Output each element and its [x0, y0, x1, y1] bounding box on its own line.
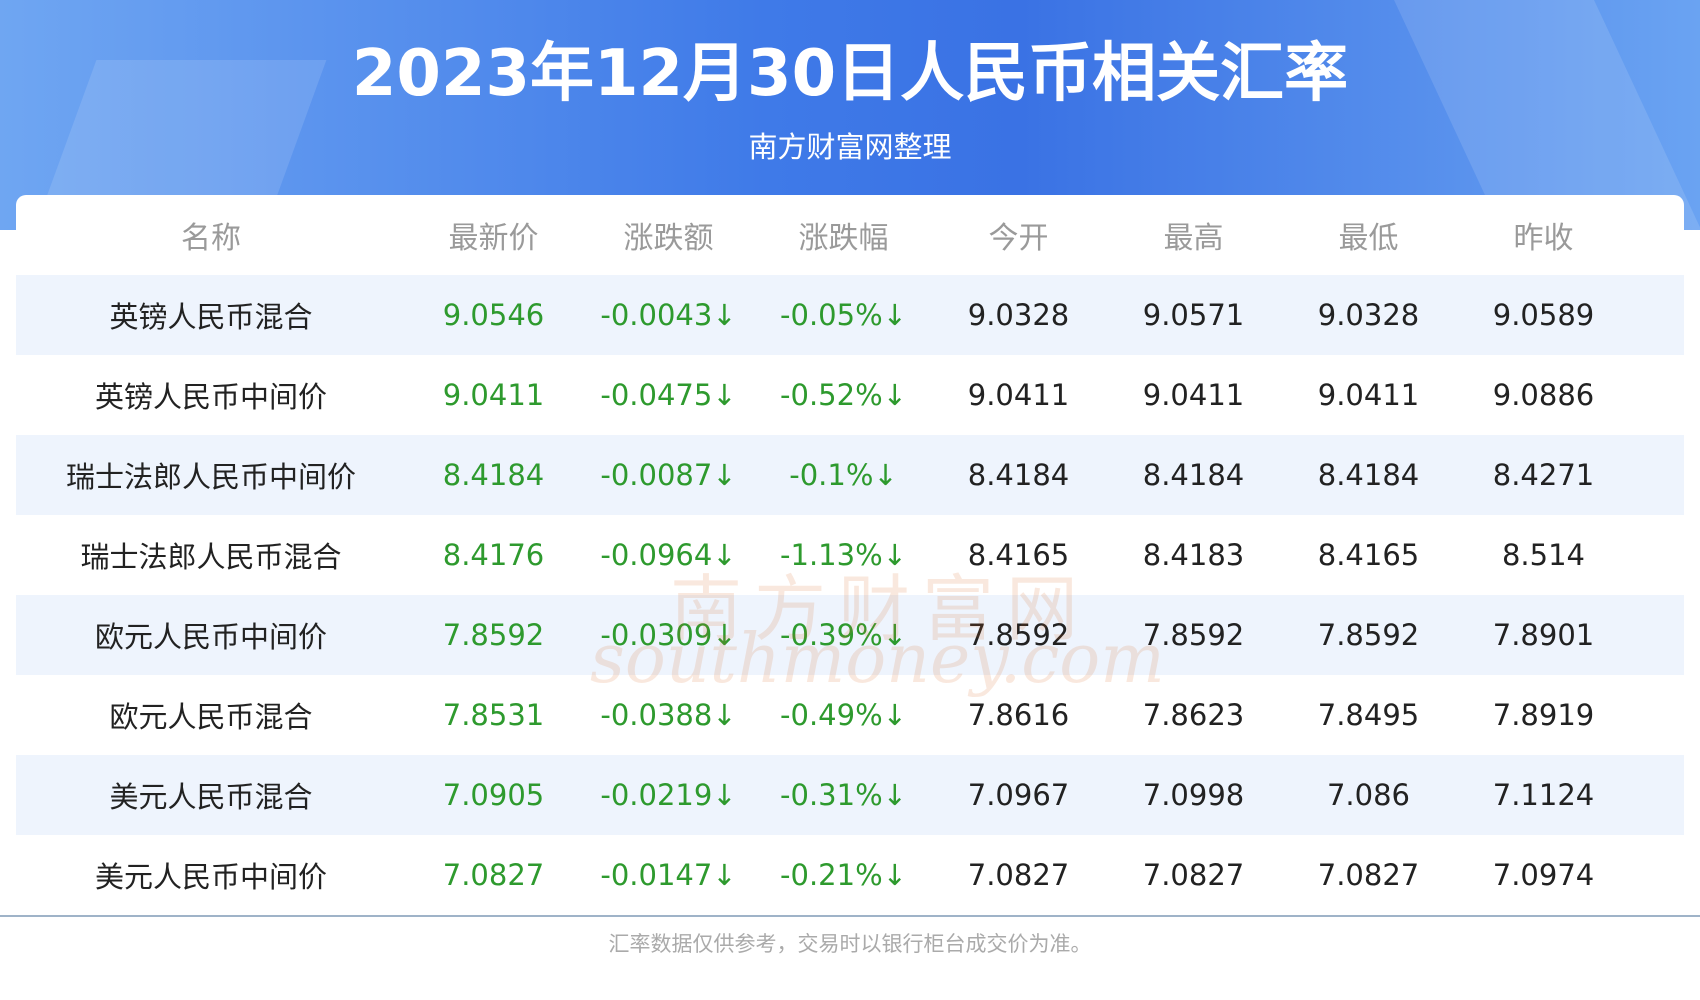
rate-value: 8.4184 [967, 458, 1070, 492]
table-row: 英镑人民币混合 9.0546 -0.0043↓ -0.05%↓ 9.0328 9.0571… [16, 275, 1684, 355]
rate-value: 7.0974 [1492, 858, 1595, 892]
column-header: 名称 [181, 221, 241, 256]
rate-value: 8.514 [1501, 538, 1586, 572]
rate-value: -0.52%↓ [780, 378, 907, 412]
rate-value: 7.0905 [442, 778, 545, 812]
title: 2023年12月30日人民币相关汇率 [351, 37, 1349, 111]
rate-value: 9.0571 [1142, 298, 1245, 332]
rate-name: 英镑人民币中间价 [94, 380, 327, 414]
column-header: 最新价 [448, 221, 539, 256]
rate-name: 英镑人民币混合 [109, 300, 313, 334]
rate-value: 9.0411 [967, 378, 1070, 412]
rate-value: -0.0087↓ [600, 458, 737, 492]
divider [0, 915, 1700, 917]
rate-name: 美元人民币中间价 [94, 860, 327, 894]
rate-value: 9.0886 [1492, 378, 1595, 412]
rate-value: 7.0827 [1142, 858, 1245, 892]
rate-value: 7.0827 [967, 858, 1070, 892]
column-header: 最高 [1163, 221, 1224, 256]
rate-value: 7.0827 [1317, 858, 1420, 892]
rate-value: -0.0219↓ [600, 778, 737, 812]
table-row: 美元人民币混合 7.0905 -0.0219↓ -0.31%↓ 7.0967 7.0998… [16, 755, 1684, 835]
table-row: 瑞士法郎人民币混合 8.4176 -0.0964↓ -1.13%↓ 8.4165 8.41… [16, 515, 1684, 595]
column-header: 今开 [988, 221, 1049, 256]
rate-name: 瑞士法郎人民币中间价 [65, 460, 356, 494]
rate-name: 欧元人民币中间价 [94, 620, 327, 654]
rate-value: 8.4176 [442, 538, 545, 572]
rate-value: 7.8592 [967, 618, 1070, 652]
rate-value: -0.05%↓ [780, 298, 907, 332]
rate-value: 9.0328 [967, 298, 1070, 332]
column-header: 最低 [1338, 221, 1399, 256]
rate-value: -0.0043↓ [600, 298, 737, 332]
rate-value: 7.8592 [1317, 618, 1420, 652]
rate-value: 7.8616 [967, 698, 1070, 732]
rate-value: -0.0964↓ [600, 538, 737, 572]
table-row: 瑞士法郎人民币中间价 8.4184 -0.0087↓ -0.1%↓ 8.4184 8.41… [16, 435, 1684, 515]
table-row: 欧元人民币混合 7.8531 -0.0388↓ -0.49%↓ 7.8616 7.8623… [16, 675, 1684, 755]
rate-value: 8.4165 [1317, 538, 1420, 572]
footer-note: 汇率数据仅供参考，交易时以银行柜台成交价为准。 [608, 932, 1092, 956]
rate-value: 7.1124 [1492, 778, 1595, 812]
rate-table: 名称 最新价 涨跌额 涨跌幅 今开 最高 最低 昨收英镑人民币混合 9.0546 -0.0043↓… [16, 195, 1684, 915]
rate-value: -1.13%↓ [780, 538, 907, 572]
rate-value: 9.0546 [442, 298, 545, 332]
rate-value: 7.086 [1326, 778, 1411, 812]
rate-value: -0.0475↓ [600, 378, 737, 412]
rate-value: 8.4184 [1317, 458, 1420, 492]
subtitle: 南方财富网整理 [748, 130, 952, 164]
rate-value: 8.4165 [967, 538, 1070, 572]
rate-value: 7.8901 [1492, 618, 1595, 652]
rate-value: 9.0411 [1142, 378, 1245, 412]
rate-value: -0.0309↓ [600, 618, 737, 652]
rate-value: 8.4184 [442, 458, 545, 492]
rate-value: 9.0411 [442, 378, 545, 412]
rate-value: 9.0589 [1492, 298, 1595, 332]
rate-value: 7.8495 [1317, 698, 1420, 732]
rate-value: 7.0967 [967, 778, 1070, 812]
rate-name: 欧元人民币混合 [109, 700, 313, 734]
rate-value: -0.49%↓ [780, 698, 907, 732]
rate-value: -0.31%↓ [780, 778, 907, 812]
column-header: 涨跌幅 [798, 221, 889, 256]
rate-value: 8.4184 [1142, 458, 1245, 492]
table-row: 美元人民币中间价 7.0827 -0.0147↓ -0.21%↓ 7.0827 7.082… [16, 835, 1684, 915]
rate-value: 7.8623 [1142, 698, 1245, 732]
rate-value: 7.0827 [442, 858, 545, 892]
column-header: 昨收 [1513, 221, 1574, 256]
header-banner: 2023年12月30日人民币相关汇率 南方财富网整理 [0, 0, 1700, 230]
rate-value: 8.4271 [1492, 458, 1595, 492]
rate-name: 瑞士法郎人民币混合 [80, 540, 342, 574]
table-row: 英镑人民币中间价 9.0411 -0.0475↓ -0.52%↓ 9.0411 9.041… [16, 355, 1684, 435]
rate-value: 7.8919 [1492, 698, 1595, 732]
rate-value: -0.1%↓ [789, 458, 898, 492]
rate-value: 7.8592 [442, 618, 545, 652]
rate-value: 9.0328 [1317, 298, 1420, 332]
rate-value: -0.21%↓ [780, 858, 907, 892]
header-row: 名称 最新价 涨跌额 涨跌幅 今开 最高 最低 昨收 [16, 195, 1684, 275]
rate-value: 8.4183 [1142, 538, 1245, 572]
rate-value: -0.0388↓ [600, 698, 737, 732]
rate-value: 7.8592 [1142, 618, 1245, 652]
rate-value: -0.0147↓ [600, 858, 737, 892]
rate-value: -0.39%↓ [780, 618, 907, 652]
table-row: 欧元人民币中间价 7.8592 -0.0309↓ -0.39%↓ 7.8592 7.859… [16, 595, 1684, 675]
rate-value: 7.8531 [442, 698, 545, 732]
rate-value: 9.0411 [1317, 378, 1420, 412]
column-header: 涨跌额 [623, 221, 714, 256]
rate-name: 美元人民币混合 [109, 780, 313, 814]
rate-value: 7.0998 [1142, 778, 1245, 812]
